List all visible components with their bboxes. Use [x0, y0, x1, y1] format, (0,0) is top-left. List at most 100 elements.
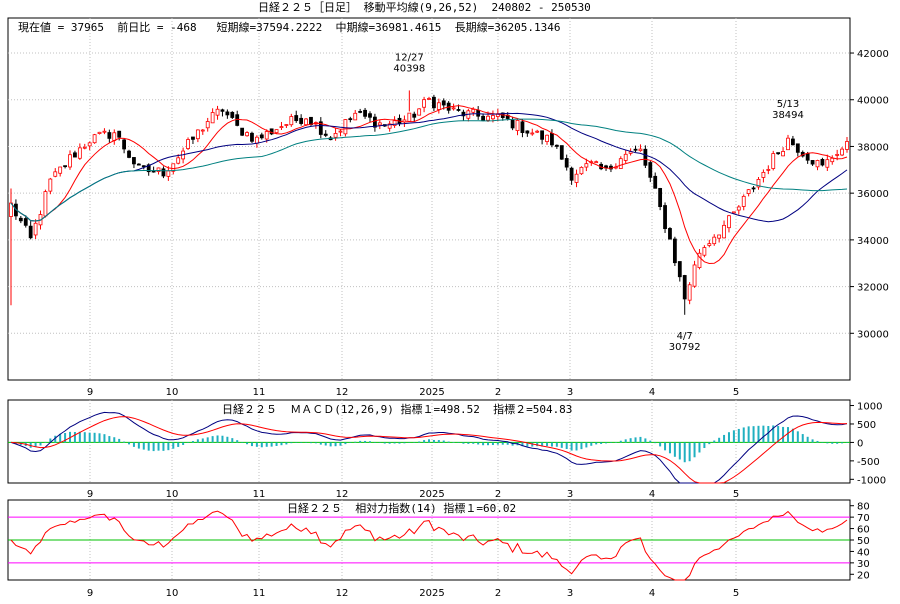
price-tick-label: 36000: [857, 189, 889, 200]
candle-body: [117, 130, 122, 138]
macd-histogram-bar: [265, 442, 268, 447]
rsi-line: [10, 510, 848, 581]
macd-histogram-bar: [368, 441, 371, 443]
macd-histogram-bar: [826, 442, 829, 444]
macd-histogram-bar: [482, 442, 485, 446]
macd-histogram-bar: [565, 442, 568, 449]
candle-body: [579, 166, 584, 175]
macd-histogram-bar: [693, 442, 696, 458]
annotation-value: 30792: [669, 342, 701, 353]
macd-histogram-bar: [329, 442, 332, 447]
macd-histogram-bar: [723, 434, 726, 443]
rsi-panel-title: 日経２２５ 相対力指数(14) 指標１=60.02: [287, 502, 517, 515]
candle-body: [461, 111, 466, 117]
macd-histogram-bar: [246, 442, 249, 445]
candle-body: [830, 157, 835, 163]
macd-histogram-bar: [821, 442, 824, 443]
candle-body: [132, 157, 136, 165]
candle-body: [648, 162, 653, 178]
candle-body: [545, 134, 549, 142]
candle-body: [776, 152, 781, 155]
candle-body: [309, 116, 313, 125]
rsi-tick-label: 70: [857, 513, 870, 524]
candle-body: [48, 178, 53, 192]
macd-panel-title: 日経２２５ ＭＡＣＤ(12,26,9) 指標１=498.52 指標２=504.8…: [222, 403, 573, 416]
macd-histogram-bar: [123, 441, 126, 443]
macd-histogram-bar: [206, 437, 209, 443]
price-tick-label: 32000: [857, 283, 889, 294]
candle-body: [82, 146, 87, 149]
candle-body: [299, 117, 304, 124]
macd-histogram-bar: [624, 439, 627, 443]
macd-histogram-bar: [698, 442, 701, 453]
candle-body: [682, 275, 687, 300]
macd-histogram-bar: [467, 442, 470, 444]
candle-body: [451, 107, 456, 110]
macd-histogram-bar: [644, 438, 647, 443]
rsi-tick-label: 50: [857, 536, 870, 547]
candle-body: [697, 252, 702, 268]
macd-histogram-bar: [423, 440, 426, 443]
candle-body: [820, 159, 825, 166]
x-tick-label: 9: [87, 489, 93, 500]
candle-body: [122, 139, 127, 150]
x-tick-label: 4: [649, 588, 655, 599]
candle-body: [795, 143, 800, 153]
candle-body: [702, 247, 707, 256]
candle-body: [377, 122, 382, 126]
macd-histogram-bar: [791, 428, 794, 443]
candle-body: [215, 108, 220, 116]
macd-histogram-bar: [762, 425, 765, 443]
macd-histogram-bar: [841, 442, 844, 444]
macd-histogram-bar: [580, 442, 583, 450]
x-tick-label: 4: [649, 489, 655, 500]
candle-body: [412, 113, 417, 118]
macd-histogram-bar: [619, 440, 622, 443]
macd-histogram-bar: [142, 442, 145, 450]
macd-histogram-bar: [560, 442, 563, 448]
candle-body: [756, 179, 761, 188]
candle-body: [186, 139, 190, 149]
macd-tick-label: 500: [857, 420, 876, 431]
candle-body: [358, 111, 363, 113]
candle-body: [471, 108, 476, 113]
macd-histogram-bar: [713, 440, 716, 443]
macd-tick-label: 0: [857, 438, 863, 449]
x-tick-label: 5: [733, 588, 739, 599]
macd-histogram-bar: [290, 442, 293, 444]
candle-body: [363, 109, 367, 117]
candle-body: [574, 173, 579, 183]
candle-body: [171, 163, 176, 172]
macd-histogram-bar: [88, 432, 91, 443]
candle-body: [417, 108, 422, 116]
candle-body: [550, 133, 554, 146]
candle-body: [692, 264, 697, 287]
candle-body: [136, 163, 141, 166]
candle-body: [658, 188, 663, 208]
macd-histogram-bar: [432, 439, 435, 443]
candle-body: [781, 151, 785, 157]
x-tick-label: 5: [733, 489, 739, 500]
x-tick-label: 2: [495, 588, 501, 599]
candle-body: [43, 191, 48, 217]
macd-histogram-bar: [742, 427, 745, 443]
macd-histogram-bar: [118, 438, 121, 443]
signal-line: [10, 416, 848, 484]
candle-body: [564, 158, 569, 168]
macd-histogram-bar: [364, 440, 367, 443]
macd-histogram-bar: [196, 439, 199, 443]
macd-histogram-bar: [737, 428, 740, 443]
candle-body: [638, 148, 643, 152]
candle-body: [717, 234, 722, 239]
macd-histogram-bar: [260, 442, 263, 448]
macd-histogram-bar: [398, 442, 401, 444]
candle-body: [259, 134, 264, 139]
macd-histogram-bar: [816, 440, 819, 443]
macd-histogram-bar: [772, 425, 775, 443]
candle-body: [668, 228, 672, 240]
macd-histogram-bar: [614, 442, 617, 443]
macd-histogram-bar: [393, 442, 396, 444]
macd-histogram-bar: [383, 442, 386, 444]
macd-histogram-bar: [546, 442, 549, 447]
macd-histogram-bar: [39, 442, 42, 446]
